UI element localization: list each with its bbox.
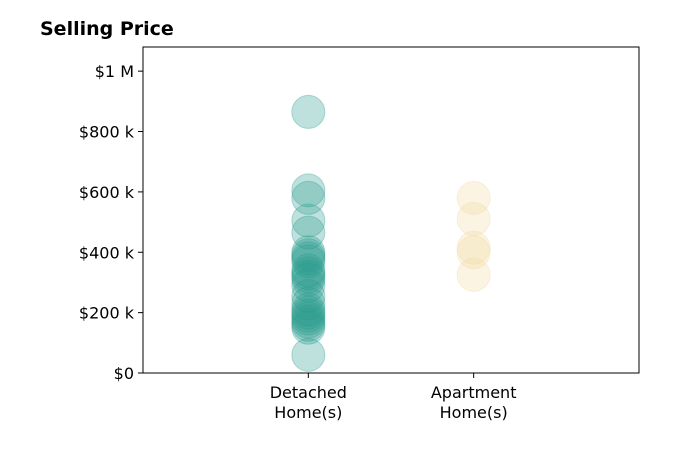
data-point bbox=[291, 215, 326, 250]
data-point bbox=[291, 304, 326, 339]
y-axis: $0 $200 k $400 k $600 k $800 k $1 M bbox=[79, 62, 143, 383]
x-tick-label: Apartment Home(s) bbox=[431, 383, 517, 422]
data-point bbox=[291, 292, 326, 327]
data-point bbox=[291, 256, 326, 291]
data-point bbox=[291, 298, 326, 333]
data-point bbox=[291, 235, 326, 270]
data-point bbox=[291, 180, 326, 215]
chart-title: Selling Price bbox=[40, 18, 174, 40]
data-point bbox=[291, 262, 326, 297]
y-tick-label: $600 k bbox=[79, 183, 135, 202]
data-point bbox=[291, 259, 326, 294]
data-point bbox=[291, 310, 326, 345]
data-point bbox=[291, 295, 326, 330]
data-point bbox=[291, 286, 326, 321]
data-point bbox=[456, 235, 491, 270]
data-point bbox=[456, 230, 491, 265]
data-point bbox=[291, 241, 326, 276]
plot-frame bbox=[142, 46, 640, 374]
data-point bbox=[291, 238, 326, 273]
data-point bbox=[291, 94, 326, 129]
data-point bbox=[456, 180, 491, 215]
data-point bbox=[291, 307, 326, 342]
y-tick-label: $0 bbox=[114, 364, 134, 383]
data-point bbox=[291, 203, 326, 238]
data-points bbox=[291, 94, 491, 372]
y-tick-label: $200 k bbox=[79, 304, 135, 323]
y-tick-label: $400 k bbox=[79, 243, 135, 262]
data-point bbox=[456, 202, 491, 237]
x-axis: Detached Home(s) Apartment Home(s) bbox=[270, 373, 517, 422]
data-point bbox=[456, 257, 491, 292]
x-tick-label: Detached Home(s) bbox=[270, 383, 347, 422]
data-point bbox=[291, 337, 326, 372]
y-tick-label: $1 M bbox=[95, 62, 134, 81]
data-point bbox=[291, 173, 326, 208]
y-tick-label: $800 k bbox=[79, 123, 135, 142]
data-point bbox=[291, 279, 326, 314]
data-point bbox=[291, 268, 326, 303]
data-point bbox=[291, 244, 326, 279]
data-point bbox=[291, 253, 326, 288]
data-point bbox=[291, 301, 326, 336]
